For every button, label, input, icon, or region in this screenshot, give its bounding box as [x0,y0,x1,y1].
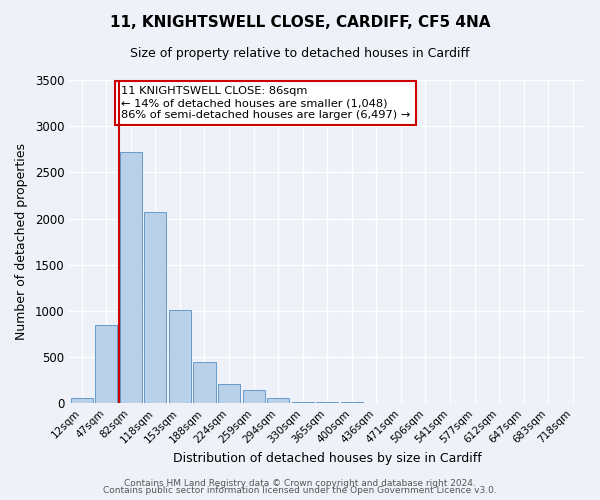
Bar [193,362,215,404]
Bar [71,398,93,404]
Bar [145,212,166,404]
Bar [120,152,142,404]
Bar [292,402,314,404]
Y-axis label: Number of detached properties: Number of detached properties [15,143,28,340]
Bar [341,402,363,404]
Bar [316,402,338,404]
Text: 11 KNIGHTSWELL CLOSE: 86sqm
← 14% of detached houses are smaller (1,048)
86% of : 11 KNIGHTSWELL CLOSE: 86sqm ← 14% of det… [121,86,410,120]
Text: Contains public sector information licensed under the Open Government Licence v3: Contains public sector information licen… [103,486,497,495]
Text: 11, KNIGHTSWELL CLOSE, CARDIFF, CF5 4NA: 11, KNIGHTSWELL CLOSE, CARDIFF, CF5 4NA [110,15,490,30]
Text: Contains HM Land Registry data © Crown copyright and database right 2024.: Contains HM Land Registry data © Crown c… [124,478,476,488]
Bar [267,398,289,404]
Bar [169,310,191,404]
X-axis label: Distribution of detached houses by size in Cardiff: Distribution of detached houses by size … [173,452,482,465]
Bar [95,325,118,404]
Bar [242,390,265,404]
Text: Size of property relative to detached houses in Cardiff: Size of property relative to detached ho… [130,48,470,60]
Bar [218,384,240,404]
